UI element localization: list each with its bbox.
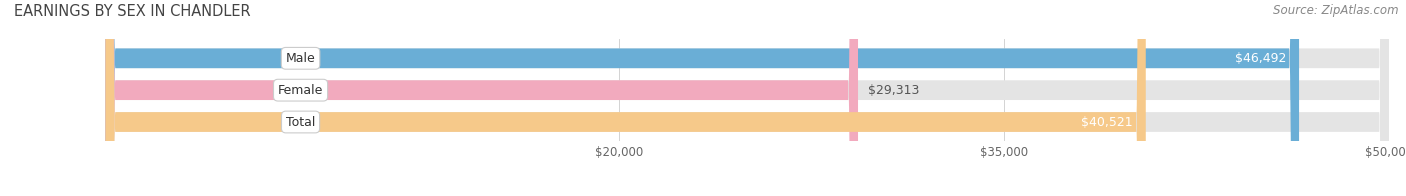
FancyBboxPatch shape (105, 0, 1389, 196)
Text: $29,313: $29,313 (869, 84, 920, 97)
Text: $40,521: $40,521 (1081, 115, 1133, 129)
Text: Female: Female (278, 84, 323, 97)
FancyBboxPatch shape (105, 0, 1299, 196)
Text: Male: Male (285, 52, 315, 65)
Text: EARNINGS BY SEX IN CHANDLER: EARNINGS BY SEX IN CHANDLER (14, 4, 250, 19)
FancyBboxPatch shape (105, 0, 1389, 196)
FancyBboxPatch shape (105, 0, 1389, 196)
Text: Source: ZipAtlas.com: Source: ZipAtlas.com (1274, 4, 1399, 17)
FancyBboxPatch shape (105, 0, 1146, 196)
FancyBboxPatch shape (105, 0, 858, 196)
Text: $46,492: $46,492 (1234, 52, 1286, 65)
Text: Total: Total (285, 115, 315, 129)
